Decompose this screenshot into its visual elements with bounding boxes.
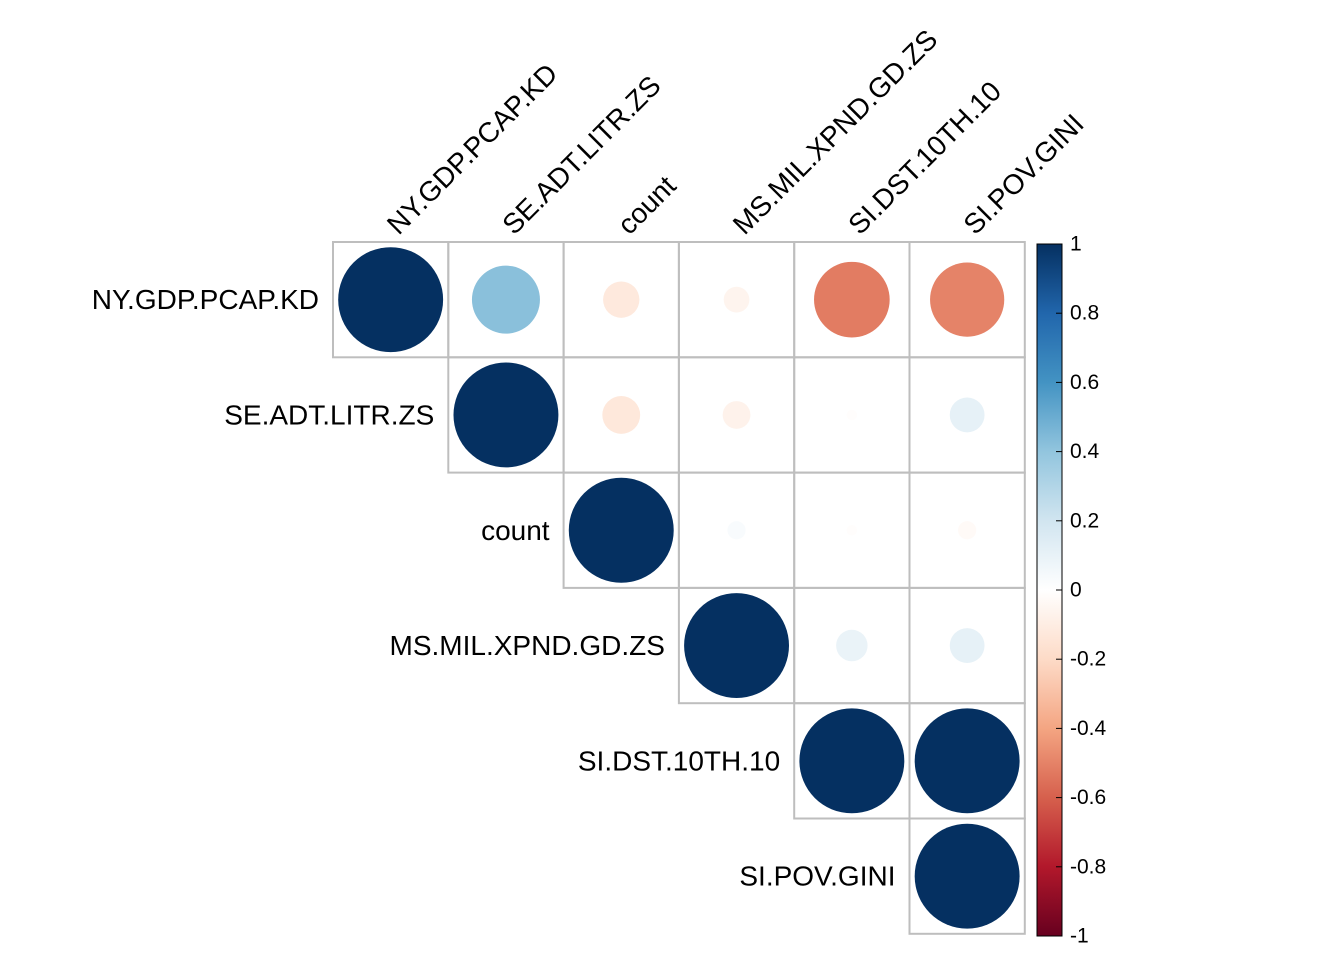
legend-tick-label: -0.2: [1070, 648, 1106, 671]
correlation-circle-se-adt-litr-zs-se-adt-litr-zs: [453, 362, 559, 468]
row-labels: NY.GDP.PCAP.KD SE.ADT.LITR.ZS count MS.MIL.…: [92, 284, 896, 892]
correlation-circle-count-count: [568, 477, 674, 583]
legend-tick-label: 1: [1070, 233, 1082, 256]
legend-tick-label: -1: [1070, 925, 1089, 948]
correlation-circle-ms-mil-xpnd-gd-zs-si-dst-10th-10: [836, 629, 868, 662]
correlation-circle-count-si-dst-10th-10: [846, 525, 858, 536]
correlation-circle-si-dst-10th-10-si-pov-gini: [914, 708, 1020, 814]
column-label-si-pov-gini: SI.POV.GINI: [957, 108, 1089, 240]
correlation-circle-count-ms-mil-xpnd-gd-zs: [727, 521, 746, 540]
row-label-si-dst-10th-10: SI.DST.10TH.10: [578, 745, 780, 776]
correlation-circle-si-pov-gini-si-pov-gini: [914, 823, 1020, 929]
correlation-circle-se-adt-litr-zs-si-pov-gini: [949, 397, 985, 433]
correlation-circle-ny-gdp-pcap-kd-si-dst-10th-10: [814, 261, 890, 338]
correlation-circle-se-adt-litr-zs-si-dst-10th-10: [846, 409, 858, 421]
correlation-circle-se-adt-litr-zs-ms-mil-xpnd-gd-zs: [722, 401, 751, 429]
row-label-se-adt-litr-zs: SE.ADT.LITR.ZS: [224, 399, 434, 430]
correlation-circle-count-si-pov-gini: [958, 521, 977, 540]
correlation-circle-ms-mil-xpnd-gd-zs-ms-mil-xpnd-gd-zs: [684, 593, 790, 699]
legend-tick-label: -0.8: [1070, 855, 1106, 878]
correlation-circle-ny-gdp-pcap-kd-ny-gdp-pcap-kd: [338, 247, 444, 353]
correlation-circle-ny-gdp-pcap-kd-si-pov-gini: [930, 262, 1005, 337]
correlation-circle-ms-mil-xpnd-gd-zs-si-pov-gini: [949, 628, 985, 663]
legend-tick-label: 0.2: [1070, 509, 1099, 532]
grid-cell: [908, 817, 1026, 935]
correlation-circle-ny-gdp-pcap-kd-se-adt-litr-zs: [471, 265, 540, 334]
legend-tick-label: 0.8: [1070, 302, 1099, 325]
legend-ticks: 1 0.8 0.6 0.4 0.2 0 -0.2 -0.4 -0.6 -0.8 -1: [1056, 233, 1107, 948]
legend-tick-label: 0: [1070, 579, 1082, 602]
legend-tick-label: -0.4: [1070, 717, 1107, 740]
grid-cells: [332, 241, 1026, 935]
column-label-ms-mil-xpnd-gd-zs: MS.MIL.XPND.GD.ZS: [727, 24, 944, 241]
correlation-circle-si-dst-10th-10-si-dst-10th-10: [799, 708, 905, 814]
correlation-circles: [338, 247, 1020, 929]
correlation-circle-ny-gdp-pcap-kd-ms-mil-xpnd-gd-zs: [723, 286, 750, 313]
correlation-circle-ny-gdp-pcap-kd-count: [603, 281, 640, 318]
row-label-ms-mil-xpnd-gd-zs: MS.MIL.XPND.GD.ZS: [390, 630, 665, 661]
correlation-circle-se-adt-litr-zs-count: [602, 396, 641, 434]
row-label-ny-gdp-pcap-kd: NY.GDP.PCAP.KD: [92, 284, 319, 315]
row-label-si-pov-gini: SI.POV.GINI: [739, 861, 895, 892]
row-label-count: count: [481, 515, 550, 546]
column-label-count: count: [612, 170, 683, 241]
legend-tick-label: -0.6: [1070, 786, 1106, 809]
legend-tick-label: 0.6: [1070, 371, 1099, 394]
legend-tick-label: 0.4: [1070, 440, 1100, 463]
